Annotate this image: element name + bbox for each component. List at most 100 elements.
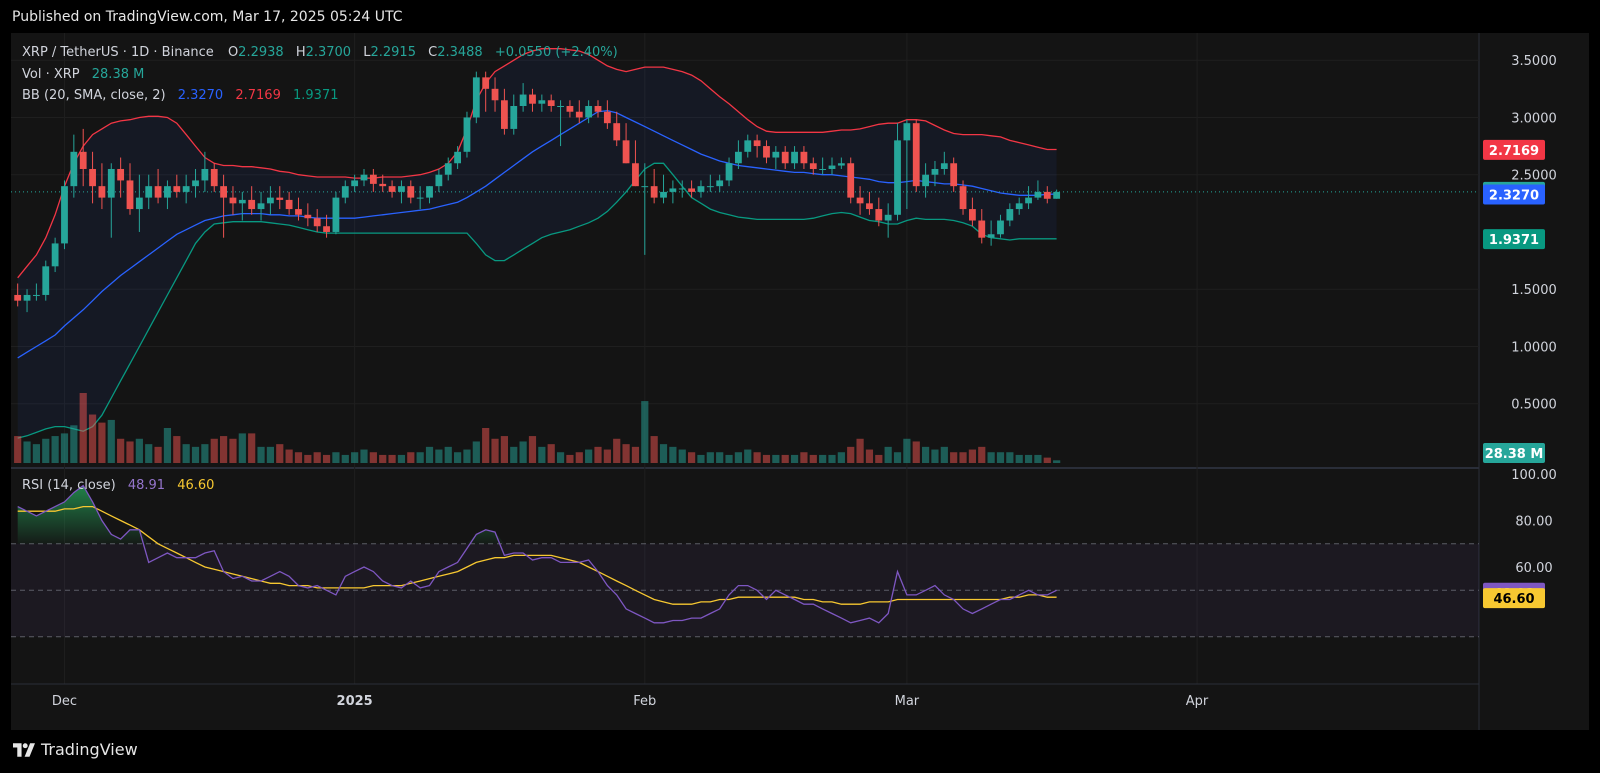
candle-body bbox=[969, 209, 976, 221]
bb-basis-line bbox=[17, 109, 1057, 359]
candle-body bbox=[856, 197, 864, 204]
candle-body bbox=[753, 140, 761, 147]
volume-bar bbox=[360, 449, 368, 463]
volume-bar bbox=[163, 428, 172, 463]
volume-bar bbox=[734, 452, 742, 463]
volume-bar bbox=[940, 446, 948, 463]
volume-bar bbox=[248, 433, 256, 463]
volume-bar bbox=[88, 414, 97, 463]
legend-bb-lower: 1.9371 bbox=[293, 88, 339, 103]
volume-bar bbox=[753, 452, 761, 463]
candle-body bbox=[379, 183, 387, 187]
volume-bar bbox=[70, 425, 78, 463]
time-axis-label: Mar bbox=[895, 694, 920, 709]
legend-low: 2.2915 bbox=[370, 45, 416, 60]
badge-bb-basis-bg bbox=[1483, 184, 1545, 205]
volume-bar bbox=[828, 454, 836, 463]
candle-body bbox=[229, 197, 237, 204]
svg-text:RSI (14, close) 48.91: RSI (14, close) 48.91 46.60 bbox=[22, 478, 214, 493]
candle-body bbox=[875, 209, 883, 221]
legend-bb-upper: 2.7169 bbox=[235, 88, 281, 103]
volume-bar bbox=[1053, 460, 1061, 463]
legend-bb-basis: 2.3270 bbox=[178, 88, 224, 103]
volume-bar bbox=[790, 454, 799, 463]
candle-body bbox=[23, 294, 31, 301]
volume-bar bbox=[594, 446, 602, 463]
chart-svg[interactable]: 3.5000 3.0000 2.5000 1.5000 1.0000 0.5000 Dec 2… bbox=[11, 33, 1589, 730]
volume-bar bbox=[987, 452, 995, 463]
volume-bar bbox=[229, 438, 237, 463]
volume-bar bbox=[585, 449, 593, 463]
candle-body bbox=[61, 186, 68, 244]
legend-rsi-ma: 46.60 bbox=[177, 478, 214, 493]
candle-body bbox=[351, 180, 359, 187]
volume-bar bbox=[725, 454, 733, 463]
volume-bar bbox=[201, 444, 209, 463]
candle-body bbox=[997, 220, 1004, 235]
candle-body bbox=[70, 151, 78, 187]
badge-volume: 28.38 M bbox=[1485, 447, 1544, 462]
volume-bar bbox=[276, 444, 284, 463]
candle-body bbox=[14, 294, 22, 301]
volume-bar bbox=[566, 454, 574, 463]
badge-bb-lower-bg bbox=[1483, 229, 1545, 250]
time-axis-label: 2025 bbox=[337, 694, 373, 709]
candle-body bbox=[407, 186, 415, 198]
candle-body bbox=[79, 151, 87, 169]
candle-body bbox=[744, 140, 752, 152]
candle-body bbox=[931, 168, 939, 175]
volume-bar bbox=[397, 454, 406, 463]
candle-body bbox=[276, 197, 284, 200]
volume-bar bbox=[978, 446, 986, 463]
volume-bar bbox=[491, 438, 499, 463]
candle-body bbox=[341, 186, 349, 198]
volume-bar bbox=[98, 422, 106, 463]
bb-upper-line bbox=[17, 48, 1057, 279]
bollinger-bands bbox=[11, 48, 1479, 439]
volume-bar bbox=[257, 446, 265, 463]
badge-bb-upper: 2.7169 bbox=[1489, 144, 1539, 159]
volume-bar bbox=[819, 454, 827, 463]
volume-bar bbox=[519, 441, 527, 463]
candle-body bbox=[398, 186, 405, 192]
volume-bar bbox=[341, 454, 349, 463]
candle-body bbox=[154, 186, 162, 198]
volume-bar bbox=[500, 436, 508, 463]
volume-bar bbox=[117, 438, 125, 463]
volume-bar bbox=[903, 438, 911, 463]
volume-bar bbox=[60, 433, 69, 463]
legend-vol-label: Vol · XRP bbox=[22, 67, 80, 82]
volume-bar bbox=[547, 444, 555, 463]
candle-body bbox=[959, 186, 967, 210]
volume-bar bbox=[1043, 457, 1051, 463]
candle-body bbox=[632, 163, 639, 187]
volume-bars bbox=[14, 393, 1061, 463]
volume-bar bbox=[210, 438, 218, 463]
legend: XRP / TetherUS · 1D · Binance O2.2938 H2… bbox=[22, 45, 618, 493]
volume-bar bbox=[847, 446, 855, 463]
time-axis-label: Feb bbox=[633, 694, 656, 709]
volume-bar bbox=[809, 454, 817, 463]
volume-bar bbox=[669, 446, 677, 463]
candle-body bbox=[33, 294, 40, 296]
candle-body bbox=[295, 209, 302, 215]
brand-name: TradingView bbox=[41, 740, 138, 759]
candle-body bbox=[192, 180, 199, 187]
candle-body bbox=[866, 203, 873, 210]
badge-bb-lower: 1.9371 bbox=[1489, 233, 1539, 248]
volume-bar bbox=[14, 436, 22, 463]
candle-body bbox=[678, 188, 686, 190]
time-axis-label: Dec bbox=[52, 694, 77, 709]
chart-area[interactable]: 3.5000 3.0000 2.5000 1.5000 1.0000 0.5000 Dec 2… bbox=[11, 33, 1589, 730]
volume-bar bbox=[304, 454, 312, 463]
legend-low-label: L bbox=[363, 45, 371, 60]
volume-bar bbox=[173, 436, 181, 463]
candle-body bbox=[716, 180, 724, 187]
volume-bar bbox=[182, 444, 190, 463]
volume-bar bbox=[641, 401, 649, 463]
price-tick-label: 1.0000 bbox=[1511, 340, 1557, 355]
volume-bar bbox=[79, 393, 87, 463]
candle-body bbox=[669, 188, 677, 192]
volume-bar bbox=[678, 449, 686, 463]
